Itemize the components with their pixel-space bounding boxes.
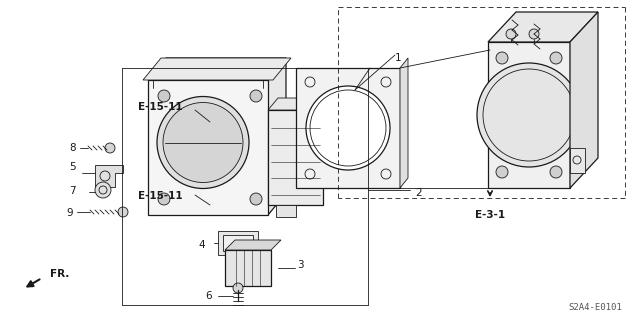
Polygon shape <box>268 58 286 215</box>
Text: 5: 5 <box>69 162 76 172</box>
Text: 4: 4 <box>198 240 205 250</box>
Text: 1: 1 <box>395 53 402 63</box>
Polygon shape <box>570 12 598 188</box>
Bar <box>268 110 323 205</box>
Text: E-3-1: E-3-1 <box>475 210 505 220</box>
Circle shape <box>550 166 562 178</box>
Circle shape <box>158 90 170 102</box>
Circle shape <box>506 29 516 39</box>
Polygon shape <box>488 12 598 42</box>
Polygon shape <box>143 58 291 80</box>
Circle shape <box>158 193 170 205</box>
Circle shape <box>550 52 562 64</box>
Circle shape <box>496 166 508 178</box>
Text: E-15-11: E-15-11 <box>138 102 183 112</box>
Circle shape <box>496 52 508 64</box>
Circle shape <box>157 97 249 189</box>
Text: 7: 7 <box>69 186 76 196</box>
Bar <box>570 148 585 173</box>
Bar <box>148 80 268 215</box>
Bar <box>225 250 271 286</box>
Bar <box>488 42 570 188</box>
Circle shape <box>233 283 243 293</box>
Bar <box>218 231 258 255</box>
Text: FR.: FR. <box>51 269 70 279</box>
Circle shape <box>529 29 539 39</box>
Circle shape <box>163 102 243 182</box>
Circle shape <box>95 182 111 198</box>
Circle shape <box>250 90 262 102</box>
Text: 2: 2 <box>415 188 422 198</box>
Bar <box>276 205 296 217</box>
Bar <box>223 235 253 251</box>
Polygon shape <box>400 58 408 188</box>
Polygon shape <box>296 68 400 188</box>
Polygon shape <box>268 98 333 110</box>
Circle shape <box>477 63 581 167</box>
Text: 8: 8 <box>69 143 76 153</box>
Polygon shape <box>225 240 281 250</box>
Text: 6: 6 <box>205 291 212 301</box>
Text: E-15-11: E-15-11 <box>138 191 183 201</box>
Text: 3: 3 <box>297 260 303 270</box>
Polygon shape <box>95 165 123 187</box>
Circle shape <box>105 143 115 153</box>
Circle shape <box>250 193 262 205</box>
Polygon shape <box>148 58 286 80</box>
Circle shape <box>118 207 128 217</box>
Text: S2A4-E0101: S2A4-E0101 <box>568 303 622 313</box>
Text: 9: 9 <box>67 208 73 218</box>
Circle shape <box>306 86 390 170</box>
